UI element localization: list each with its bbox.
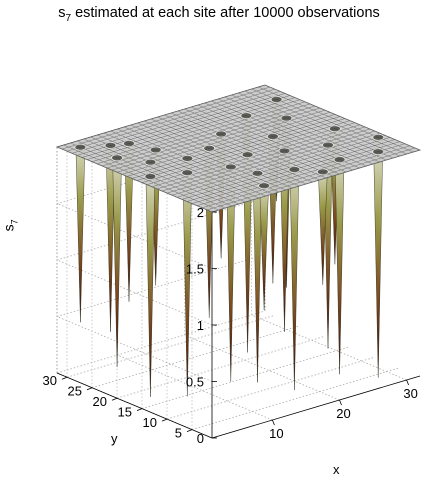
surface-pit: [322, 141, 334, 149]
surface-pit: [316, 168, 329, 176]
surface-pit: [203, 145, 215, 152]
z-tick-label: 1: [197, 318, 204, 333]
x-tick-label: 10: [269, 426, 283, 441]
y-tick-label: 10: [143, 415, 157, 430]
surface-pit: [181, 169, 194, 176]
x-tick-label: 20: [336, 406, 350, 421]
x-tick-label: 30: [403, 386, 417, 401]
spike-mark: [373, 151, 383, 378]
y-tick-label: 25: [68, 384, 82, 399]
spike-mark: [112, 157, 122, 367]
z-tick-label: 0: [197, 431, 204, 446]
z-tick-label: 2: [197, 205, 204, 220]
surface-pit: [288, 166, 301, 173]
spike-mark: [334, 159, 345, 375]
surface-pit: [149, 146, 162, 154]
z-tick-label: 1.5: [186, 262, 204, 277]
surface-pit: [225, 163, 237, 171]
surface-pit: [267, 133, 279, 140]
surface-pit: [241, 151, 254, 158]
z-tick-label: 0.5: [186, 375, 204, 390]
surface-pit: [372, 148, 385, 155]
spike-mark: [145, 176, 156, 397]
surface-pit: [104, 142, 117, 149]
surface-pit: [111, 154, 123, 162]
surface-pit: [123, 140, 135, 147]
x-axis-label: x: [333, 462, 340, 477]
surface-pit: [240, 112, 253, 119]
y-tick-label: 15: [118, 405, 132, 420]
surface-pit: [280, 114, 293, 122]
spike-mark: [259, 185, 269, 311]
surface-pit: [251, 170, 264, 177]
surface-pit: [278, 147, 291, 155]
surface-pit: [270, 96, 283, 103]
chart-title: s7 estimated at each site after 10000 ob…: [58, 5, 380, 24]
surface-pit: [333, 156, 346, 163]
y-tick-label: 20: [93, 394, 107, 409]
y-tick-label: 5: [175, 426, 182, 441]
surface-pit: [372, 134, 385, 141]
surface-mesh: [55, 84, 422, 213]
surface-pit: [181, 155, 194, 162]
surface-pit: [74, 143, 87, 151]
surface-pit: [144, 158, 157, 166]
surface-pit: [144, 173, 157, 180]
surface-pit: [258, 182, 270, 189]
spike-mark: [75, 147, 86, 323]
spike-mark: [289, 169, 300, 390]
y-axis-label: y: [111, 431, 118, 446]
y-tick-label: 30: [43, 373, 57, 388]
surface-pit: [329, 125, 341, 132]
surface-pit: [215, 130, 227, 138]
